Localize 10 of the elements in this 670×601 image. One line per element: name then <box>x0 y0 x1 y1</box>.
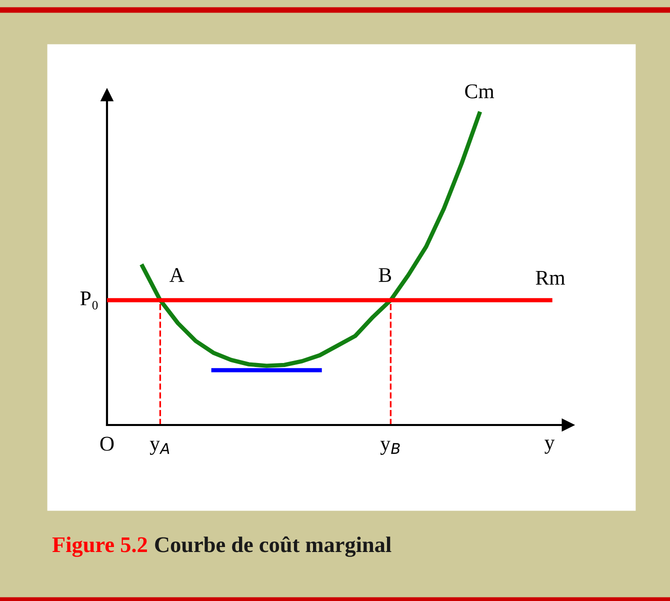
text: Figure 5.2 Courbe de coût marginal <box>52 536 392 557</box>
x-axis-title: y <box>544 440 555 454</box>
annotation: P₀ <box>80 292 98 310</box>
annotation: A <box>170 268 184 282</box>
x-tick-label: O <box>100 436 114 451</box>
annotation: B <box>378 268 392 282</box>
series-label: Rm <box>536 270 565 285</box>
x-tick-label: y$_{B}$ <box>380 440 400 455</box>
series-label: Cm <box>465 84 494 98</box>
x-tick-label: y$_{A}$ <box>150 440 170 455</box>
